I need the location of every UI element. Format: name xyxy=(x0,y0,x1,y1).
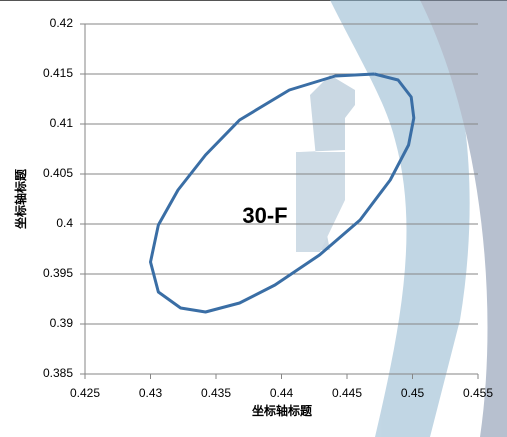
x-tick-label: 0.425 xyxy=(70,386,100,400)
watermark xyxy=(296,0,507,437)
series-line xyxy=(149,72,416,314)
x-tick-label: 0.445 xyxy=(332,386,362,400)
x-axis-title: 坐标轴标题 xyxy=(252,403,313,418)
y-tick-label: 0.39 xyxy=(50,316,74,330)
x-tick-label: 0.45 xyxy=(401,386,425,400)
y-tick-label: 0.385 xyxy=(43,366,73,380)
x-tick-label: 0.43 xyxy=(139,386,163,400)
plot-area: 0.385 0.39 0.395 0.4 0.405 0.41 0.415 0.42 0.425… xyxy=(43,16,493,400)
y-tick-label: 0.42 xyxy=(50,16,74,30)
y-tick-label: 0.395 xyxy=(43,266,73,280)
y-tick-label: 0.41 xyxy=(50,116,74,130)
annotation: 30-F xyxy=(242,203,287,228)
x-tick-label: 0.435 xyxy=(201,386,231,400)
y-tick-label: 0.4 xyxy=(56,216,73,230)
y-tick-label: 0.415 xyxy=(43,66,73,80)
y-axis-title: 坐标轴标题 xyxy=(13,168,28,229)
x-tick-label: 0.455 xyxy=(463,386,493,400)
y-tick-label: 0.405 xyxy=(43,166,73,180)
x-tick-label: 0.44 xyxy=(270,386,294,400)
